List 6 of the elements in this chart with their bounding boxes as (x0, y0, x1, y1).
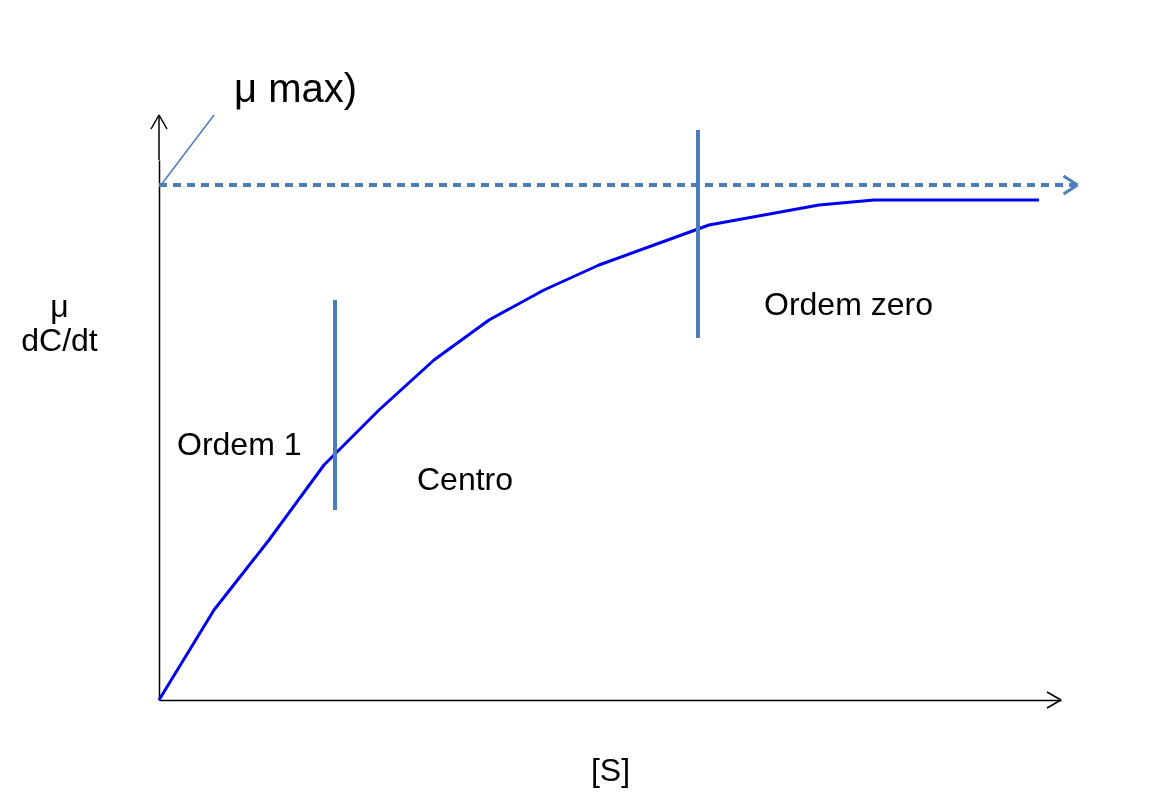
annotation: Ordem 1 (177, 426, 302, 462)
annotation: Centro (417, 461, 514, 497)
annotation: Ordem zero (764, 286, 933, 322)
ref-line-label: μ max) (234, 66, 358, 110)
y-axis-title: μ dC/dt (21, 287, 98, 358)
x-axis-title: [S] (590, 751, 631, 788)
